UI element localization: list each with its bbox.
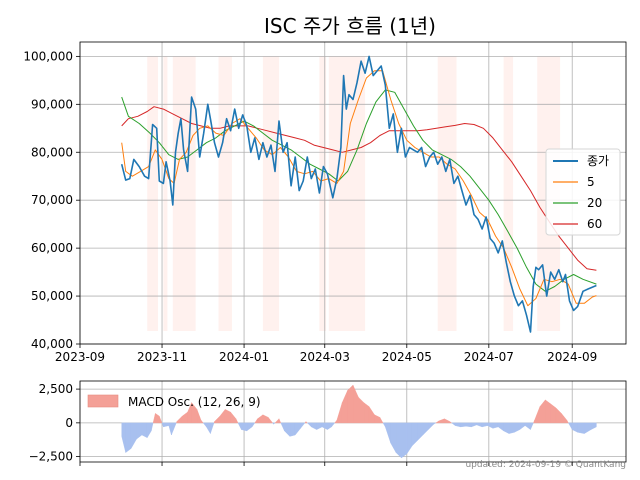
shaded-period-5 [319,56,327,331]
legend-label-3: 60 [587,217,602,231]
price-panel: 40,000 50,000 60,000 70,000 80,000 90,000 100,… [23,41,627,364]
shaded-period-1 [163,56,168,331]
y-tick-label-4: 80,000 [31,145,73,159]
series-line-ma20 [121,89,597,292]
macd-y-tick-label-1: 0 [65,416,73,430]
shaded-period-3 [218,56,232,331]
macd-negative-area [121,422,597,459]
macd-legend: MACD Osc. (12, 26, 9) [87,394,261,409]
macd-axes-frame [79,380,627,463]
updated-footer: updated: 2024-09-19 © QuantKang [465,460,626,470]
x-tick-label-3: 2024-03 [300,350,350,364]
shaded-period-0 [147,56,158,331]
x-tick-label-6: 2024-09 [547,350,597,364]
y-tick-label-0: 40,000 [31,337,73,351]
shaded-period-8 [503,56,514,331]
x-tick-label-2: 2024-01 [219,350,269,364]
macd-panel: −2,500 0 2,500 MACD Osc. (12, 26, 9) [29,380,627,466]
macd-legend-label: MACD Osc. (12, 26, 9) [128,395,261,409]
y-tick-label-1: 50,000 [31,289,73,303]
macd-y-tick-label-2: 2,500 [39,382,73,396]
legend-label-2: 20 [587,196,602,210]
macd-positive-area [152,384,569,424]
x-tick-label-1: 2023-11 [137,350,187,364]
x-tick-label-0: 2023-09 [55,350,105,364]
y-tick-label-2: 60,000 [31,241,73,255]
shaded-period-4 [262,56,280,331]
legend-label-1: 5 [587,175,595,189]
shaded-period-7 [437,56,457,331]
y-tick-label-6: 100,000 [23,49,73,63]
legend-label-0: 종가 [587,154,609,168]
y-tick-label-3: 70,000 [31,193,73,207]
price-legend: 종가 5 20 60 [545,148,621,236]
x-tick-label-4: 2024-05 [382,350,432,364]
x-tick-label-5: 2024-07 [464,350,514,364]
legend-box [545,148,621,236]
chart-title: ISC 주가 흐름 (1년) [264,14,436,38]
y-tick-label-5: 90,000 [31,97,73,111]
macd-y-tick-label-0: −2,500 [29,450,73,464]
macd-legend-swatch [87,394,119,408]
price-axes-frame [79,41,627,345]
series-line-close [120,55,597,333]
